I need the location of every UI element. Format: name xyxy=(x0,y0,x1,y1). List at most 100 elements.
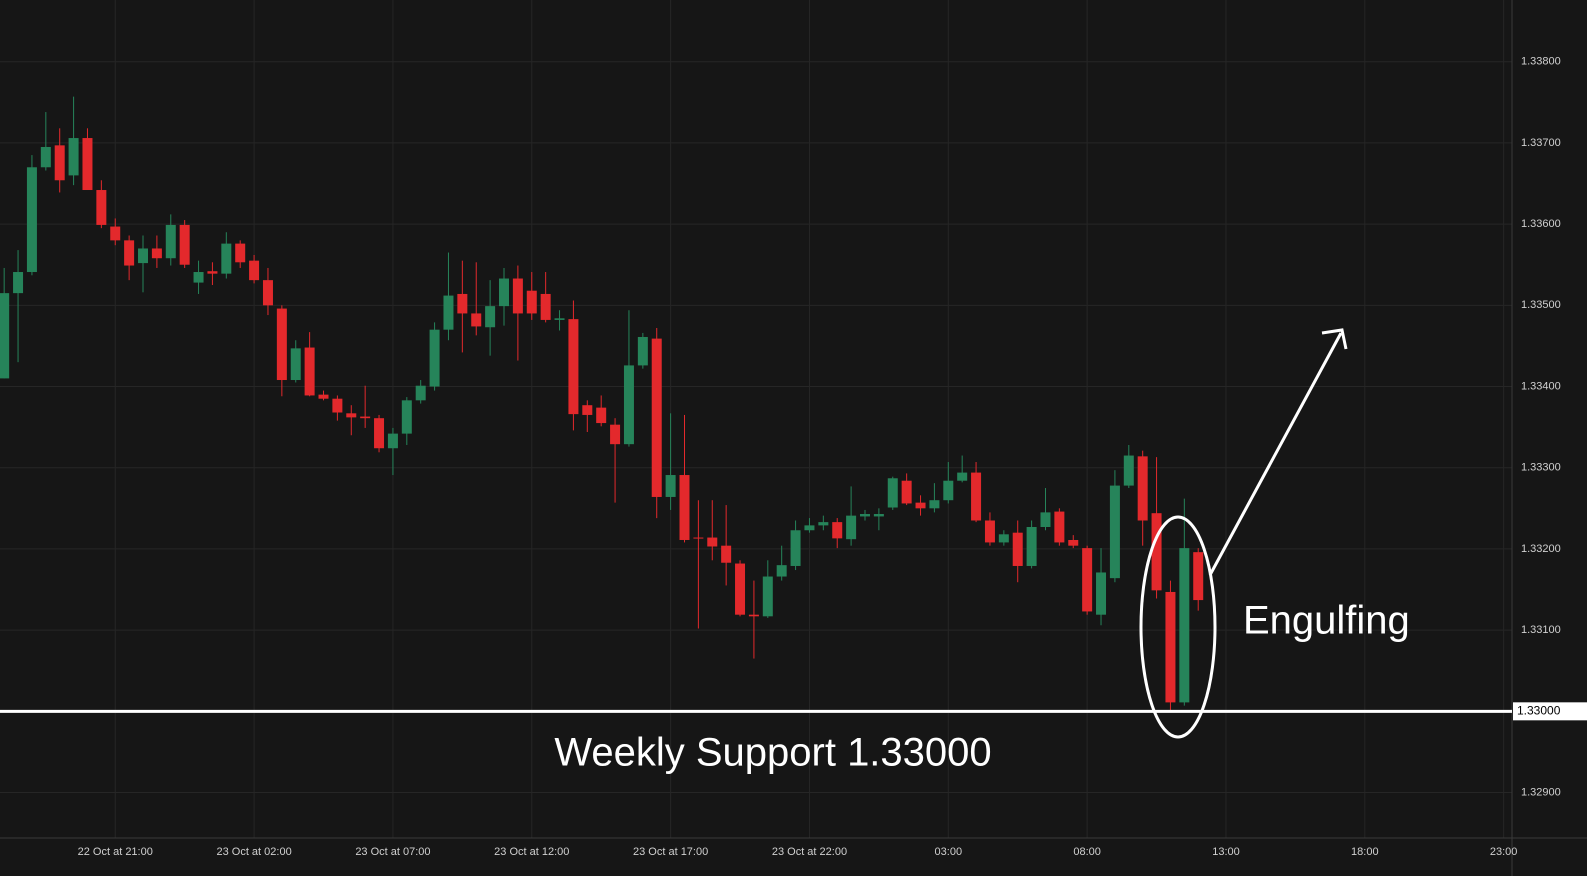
candle-body xyxy=(290,348,301,381)
support-label: 1.33000 xyxy=(1517,703,1561,717)
candle-body xyxy=(1082,548,1093,612)
candle-body xyxy=(915,502,926,509)
candle-body xyxy=(221,243,232,274)
candle-body xyxy=(1165,591,1176,703)
candle-body xyxy=(1193,552,1204,601)
candle-body xyxy=(471,313,482,327)
support-label-box xyxy=(1513,702,1587,721)
candle-body xyxy=(0,293,10,379)
candle-body xyxy=(804,525,815,531)
x-tick-label: 03:00 xyxy=(935,846,963,858)
candle-body xyxy=(110,226,121,241)
candle-body xyxy=(82,138,93,191)
candle-body xyxy=(929,500,940,509)
support-annotation: Weekly Support 1.33000 xyxy=(554,731,991,775)
candle-body xyxy=(1137,456,1148,521)
candle-body xyxy=(776,565,787,577)
x-tick-label: 23:00 xyxy=(1490,846,1518,858)
candle-body xyxy=(124,240,135,266)
candles xyxy=(0,96,1204,711)
candle-body xyxy=(374,418,385,449)
candle-body xyxy=(679,475,690,540)
highlight-ellipse xyxy=(1139,515,1217,739)
candle-body xyxy=(429,329,440,387)
candle-body xyxy=(957,472,968,481)
candle-body xyxy=(721,545,732,563)
candle-body xyxy=(582,405,593,415)
candle-body xyxy=(96,190,107,225)
y-tick-label: 1.33400 xyxy=(1521,380,1561,392)
candle-body xyxy=(401,400,412,434)
candle-body xyxy=(610,424,621,445)
candle-body xyxy=(151,248,162,259)
candle-body xyxy=(846,515,857,540)
candle-body xyxy=(901,480,912,504)
x-tick-label: 23 Oct at 22:00 xyxy=(772,846,847,858)
y-tick-label: 1.32900 xyxy=(1521,786,1561,798)
candle-body xyxy=(193,272,204,283)
x-tick-label: 23 Oct at 02:00 xyxy=(216,846,291,858)
candle-body xyxy=(943,480,954,501)
arrow-line xyxy=(1208,332,1343,576)
candle-body xyxy=(318,394,329,399)
candle-body xyxy=(304,347,315,396)
candle-body xyxy=(1096,572,1107,615)
candle-body xyxy=(207,271,218,274)
y-tick-label: 1.33100 xyxy=(1521,624,1561,636)
y-tick-label: 1.33700 xyxy=(1521,137,1561,149)
candle-body xyxy=(499,278,509,307)
candle-body xyxy=(276,308,287,381)
candle-body xyxy=(1179,548,1190,703)
candle-body xyxy=(707,537,718,547)
candle-body xyxy=(512,278,523,314)
candle-body xyxy=(387,433,398,449)
arrow-head xyxy=(1321,328,1348,350)
x-tick-label: 23 Oct at 07:00 xyxy=(355,846,430,858)
candle-body xyxy=(859,514,870,517)
y-tick-label: 1.33200 xyxy=(1521,543,1561,555)
candle-body xyxy=(623,365,634,445)
candle-body xyxy=(68,138,79,176)
candle-body xyxy=(165,224,176,259)
candle-body xyxy=(26,167,37,273)
candle-body xyxy=(415,385,426,401)
candle-body xyxy=(262,280,273,306)
candle-body xyxy=(360,416,371,419)
pattern-annotation: Engulfing xyxy=(1243,599,1410,643)
candle-body xyxy=(693,537,704,539)
candle-body xyxy=(249,260,260,281)
candle-body xyxy=(790,530,801,566)
candle-body xyxy=(1068,539,1079,546)
candle-body xyxy=(568,319,579,415)
candle-body xyxy=(762,576,773,617)
candle-body xyxy=(179,224,190,265)
x-tick-label: 22 Oct at 21:00 xyxy=(78,846,153,858)
candle-body xyxy=(138,248,149,264)
x-tick-label: 18:00 xyxy=(1351,846,1379,858)
y-tick-label: 1.33300 xyxy=(1521,462,1561,474)
candle-body xyxy=(443,295,454,330)
candle-body xyxy=(526,290,537,314)
candle-body xyxy=(596,407,607,424)
candle-body xyxy=(457,293,468,314)
y-tick-label: 1.33600 xyxy=(1521,218,1561,230)
candle-body xyxy=(346,413,357,418)
candle-body xyxy=(998,534,1009,543)
candle-body xyxy=(13,272,24,294)
candle-body xyxy=(665,475,676,497)
candle-body xyxy=(540,293,551,320)
y-tick-label: 1.33500 xyxy=(1521,299,1561,311)
candle-body xyxy=(748,614,759,617)
candle-body xyxy=(1054,511,1065,543)
x-tick-label: 23 Oct at 17:00 xyxy=(633,846,708,858)
x-tick-label: 08:00 xyxy=(1073,846,1101,858)
candle-body xyxy=(54,145,65,181)
candle-body xyxy=(818,522,829,526)
candle-body xyxy=(1040,512,1051,527)
candle-body xyxy=(651,338,662,497)
candle-body xyxy=(832,522,843,539)
candle-body xyxy=(1109,485,1120,579)
candle-body xyxy=(1026,526,1037,566)
